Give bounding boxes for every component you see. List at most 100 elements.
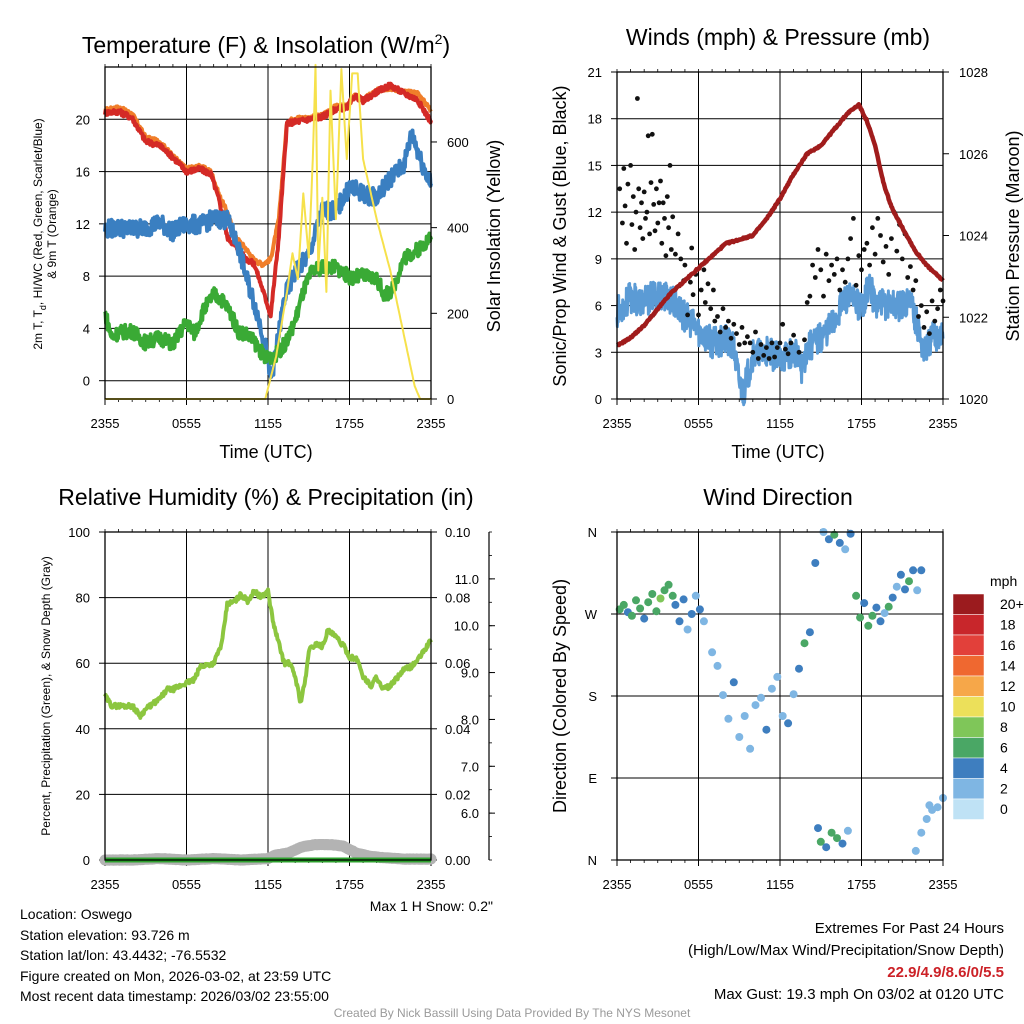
legend-swatch [952,634,985,656]
temp-ytick-right-label: 200 [447,306,469,321]
direction-point [901,585,909,594]
direction-point [691,591,700,600]
svg-text:2m T, Td, HI/WC (Red, Green, S: 2m T, Td, HI/WC (Red, Green, Scarlet/Blu… [31,118,48,349]
max-gust-text: Max Gust: 19.3 mph On 03/02 at 0120 UTC [713,986,1004,1003]
gust-point [774,345,780,350]
temp-ytick-right-label: 0 [447,392,454,407]
series-relative-humidity [103,587,433,720]
gust-point [622,203,628,209]
dir-ytick-label: E [588,771,597,786]
direction-point [762,725,771,734]
temp-ytick-label: 4 [83,321,90,336]
gust-point [777,340,783,346]
legend-label: 14 [1000,658,1016,674]
winds-ylabel-right: Station Pressure (Maroon) [1003,130,1023,341]
winds-xtick-label: 0555 [684,416,713,431]
gust-point [644,209,650,215]
gust-point [910,287,916,293]
winds-ytick-right-label: 1022 [959,310,988,325]
direction-point [876,617,885,626]
snow-tick-label: 10.0 [454,619,479,634]
direction-point [708,648,717,657]
gust-point [739,325,745,330]
gust-point [932,318,938,324]
gust-point [766,356,772,361]
direction-point [888,593,897,602]
direction-point [683,625,692,634]
gust-point [647,231,652,237]
direction-point [789,690,798,699]
gust-point [688,279,693,285]
gust-point [826,278,832,284]
temp-xtick-label: 1155 [254,416,282,431]
rh-ytick-label: 60 [76,656,90,671]
rh-ytick-right-label: 0.02 [445,787,470,802]
gust-point [834,256,840,262]
direction-point [713,661,722,670]
direction-point [719,691,727,700]
legend-swatch [952,593,985,615]
gust-point [864,240,870,246]
gust-point [678,256,684,262]
gust-point [840,267,845,273]
gust-point [621,166,627,171]
direction-point [880,609,889,618]
humidity-ylabel-left: Percent, Precipitation (Green), & Snow D… [39,556,53,835]
gust-point [723,325,729,330]
gust-point [648,180,654,186]
temp-xtick-label: 1755 [335,416,364,431]
temp-ytick-label: 16 [76,165,90,180]
gust-point [753,329,758,335]
direction-point [905,577,913,586]
gust-point [848,236,853,242]
legend-label: 8 [1000,719,1008,735]
direction-point [648,590,657,598]
location-text: Location: Oswego [20,906,133,922]
gust-point [736,342,742,347]
credit-text: Created By Nick Bassill Using Data Provi… [333,1006,691,1020]
temperature-ylabel: 2m T, Td, HI/WC (Red, Green, Scarlet/Blu… [31,118,59,349]
direction-point [767,684,776,693]
gust-point [712,318,718,324]
direction-point [778,712,787,720]
gust-point [764,345,769,350]
gust-point [720,306,726,312]
gust-point [628,163,633,168]
winds-title: Winds (mph) & Pressure (mb) [626,24,930,50]
extremes-values: 22.9/4.9/8.6/0/5.5 [887,964,1004,981]
gust-point [656,200,662,206]
legend-swatch [952,737,985,759]
gust-point [673,251,678,257]
direction-legend-title: mph [990,573,1017,589]
gust-point [821,293,826,299]
gust-point [916,314,921,319]
legend-label: 10 [1000,699,1016,715]
legend-label: 2 [1000,781,1008,797]
gust-point [652,228,658,234]
direction-title: Wind Direction [703,484,853,510]
winds-ytick-right-label: 1020 [959,392,988,407]
gust-point [772,354,777,360]
gust-point [829,262,834,268]
gust-point [658,178,663,184]
direction-point [729,678,738,687]
winds-xlabel: Time (UTC) [731,442,824,462]
snow-tick-label: 9.0 [461,666,479,681]
temp-ytick-right-label: 600 [447,135,469,150]
gust-point [629,222,635,228]
winds-ylabel-left: Sonic/Prop Wind & Gust (Blue, Black) [550,85,570,386]
gust-point [690,292,696,298]
temp-ytick-label: 0 [83,374,90,389]
direction-point [892,582,901,591]
direction-point [835,538,844,547]
winds-ytick-label: 21 [588,65,602,80]
gust-point [670,214,676,220]
direction-point [795,664,803,673]
gust-point [620,220,625,226]
rh-ytick-right-label: 0.06 [445,656,470,671]
temp-border [104,66,432,400]
gust-point [666,225,671,231]
gust-point [630,194,636,200]
